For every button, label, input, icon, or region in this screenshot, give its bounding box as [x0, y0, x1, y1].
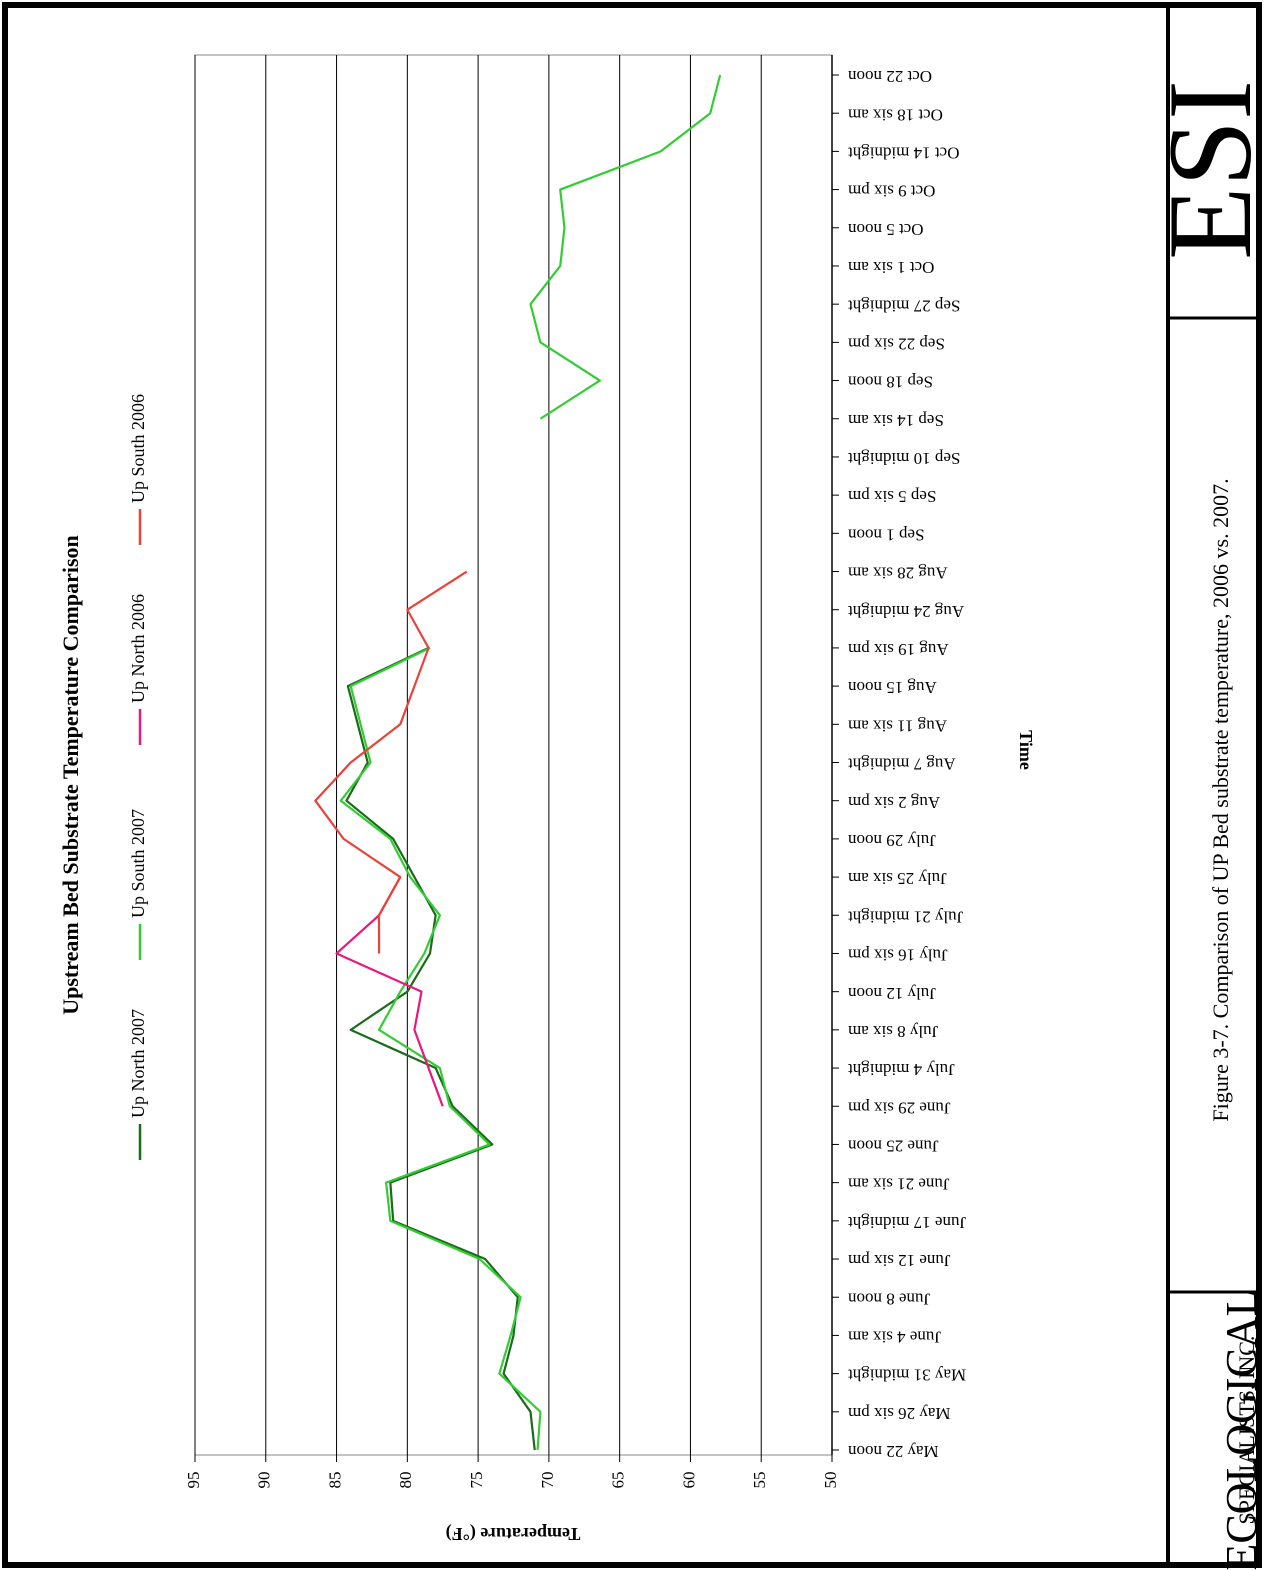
x-axis-label: Time — [1016, 730, 1036, 770]
plot-frame — [194, 54, 833, 1456]
x-tick-label: June 29 six pm — [848, 1098, 950, 1117]
x-tick-label: July 12 noon — [848, 984, 936, 1003]
x-tick-label: July 21 midnight — [848, 907, 964, 926]
chart-title: Upstream Bed Substrate Temperature Compa… — [58, 535, 83, 1015]
x-tick-label: July 8 six am — [848, 1022, 938, 1041]
x-tick-label: Aug 28 six am — [848, 564, 948, 583]
x-tick-label: Sep 27 midnight — [848, 296, 961, 315]
x-tick-label: Sep 18 noon — [848, 373, 934, 392]
x-tick-label: Aug 24 midnight — [848, 602, 964, 621]
x-tick-label: June 17 midnight — [848, 1213, 966, 1232]
y-tick-label: 70 — [538, 1472, 557, 1489]
x-tick-label: July 16 six pm — [848, 946, 948, 965]
logo-line2: SPECIALISTS, INC. — [1234, 1336, 1259, 1525]
x-tick-label: Aug 19 six pm — [848, 640, 949, 659]
x-tick-label: Aug 2 six pm — [848, 793, 940, 812]
y-tick-label: 90 — [255, 1472, 274, 1489]
series-line — [345, 646, 536, 1451]
x-tick-label: June 4 six am — [848, 1328, 941, 1347]
x-tick-label: June 25 noon — [848, 1137, 939, 1156]
x-tick-label: Oct 18 six am — [848, 105, 943, 124]
legend-label: Up North 2006 — [128, 594, 148, 703]
y-tick-label: 65 — [609, 1472, 628, 1489]
x-tick-label: May 22 noon — [848, 1442, 939, 1461]
x-tick-label: Aug 11 six am — [848, 716, 947, 735]
caption: Figure 3-7. Comparison of UP Bed substra… — [1208, 478, 1233, 1121]
y-tick-label: 85 — [325, 1472, 344, 1489]
x-tick-label: June 21 six am — [848, 1175, 950, 1194]
x-tick-label: May 26 six pm — [848, 1404, 950, 1423]
series-line — [314, 570, 468, 954]
x-tick-label: Aug 15 noon — [848, 678, 937, 697]
y-tick-label: 55 — [750, 1472, 769, 1489]
logo-esi: ESI — [1143, 80, 1264, 260]
x-tick-label: Sep 5 six pm — [848, 487, 936, 506]
x-tick-label: July 4 midnight — [848, 1060, 955, 1079]
y-tick-label: 95 — [184, 1472, 203, 1489]
x-tick-label: June 12 six pm — [848, 1251, 950, 1270]
y-tick-label: 75 — [467, 1472, 486, 1489]
x-tick-label: Aug 7 midnight — [848, 755, 956, 774]
series-line — [335, 876, 444, 1107]
x-tick-label: June 8 noon — [848, 1289, 931, 1308]
logo-line1: ECOLOGICAL — [1217, 1289, 1264, 1570]
x-tick-label: May 31 midnight — [848, 1366, 966, 1385]
legend-label: Up North 2007 — [128, 1009, 148, 1118]
x-tick-label: Oct 9 six pm — [848, 182, 935, 201]
x-tick-label: Sep 1 noon — [848, 525, 925, 544]
y-tick-label: 80 — [396, 1472, 415, 1489]
legend-label: Up South 2006 — [128, 394, 148, 503]
legend-label: Up South 2007 — [128, 809, 148, 918]
x-tick-label: Sep 10 midnight — [848, 449, 961, 468]
x-tick-label: Oct 22 noon — [848, 67, 933, 86]
x-tick-label: Sep 14 six am — [848, 411, 944, 430]
y-axis-label: Temperature (°F) — [446, 1523, 581, 1544]
y-tick-label: 60 — [679, 1472, 698, 1489]
x-tick-label: Oct 5 noon — [848, 220, 924, 239]
x-tick-label: July 25 six am — [848, 869, 947, 888]
x-tick-label: Oct 14 midnight — [848, 143, 960, 162]
y-tick-label: 50 — [821, 1472, 840, 1489]
x-tick-label: Oct 1 six am — [848, 258, 934, 277]
x-tick-label: July 29 noon — [848, 831, 936, 850]
series-line — [339, 74, 722, 1451]
x-tick-label: Sep 22 six pm — [848, 334, 945, 353]
